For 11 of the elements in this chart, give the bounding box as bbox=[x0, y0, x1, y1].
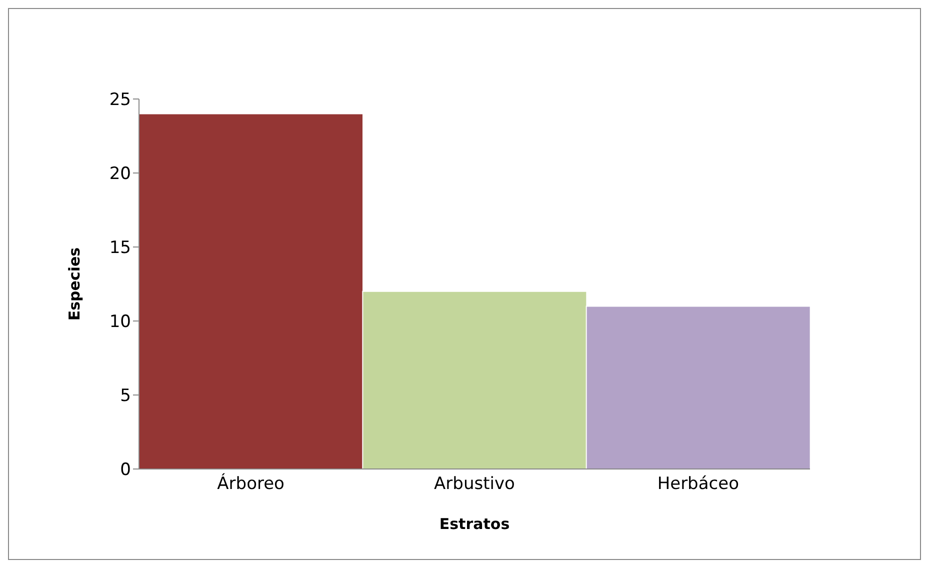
x-tick-label: Arbustivo bbox=[434, 474, 515, 494]
y-tick-label: 10 bbox=[109, 312, 131, 332]
y-axis-title: Especies bbox=[65, 247, 84, 321]
x-axis-title: Estratos bbox=[439, 515, 510, 533]
x-tick-label: Árboreo bbox=[217, 473, 284, 494]
y-tick-label: 20 bbox=[109, 164, 131, 184]
x-tick-label: Herbáceo bbox=[657, 474, 739, 494]
y-tick-label: 0 bbox=[120, 460, 131, 480]
y-tick-label: 15 bbox=[109, 238, 131, 258]
y-tick-label: 25 bbox=[109, 90, 131, 110]
y-tick-label: 5 bbox=[120, 386, 131, 406]
